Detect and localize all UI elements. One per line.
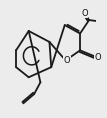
Text: O: O <box>81 9 88 18</box>
Text: O: O <box>64 56 70 65</box>
Text: O: O <box>94 53 101 62</box>
